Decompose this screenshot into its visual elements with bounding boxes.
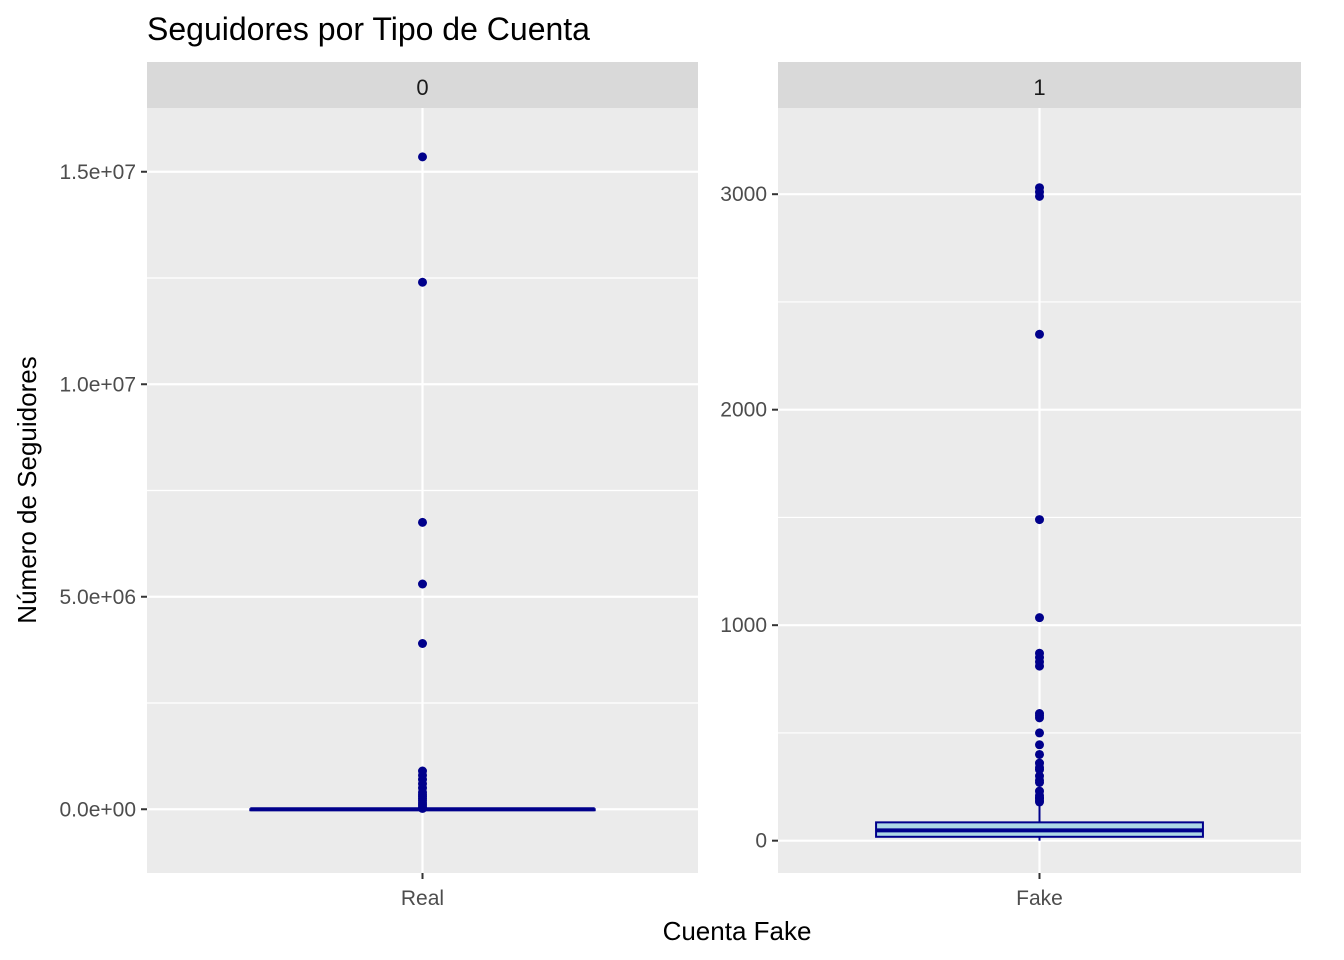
outlier-point [1035,661,1044,671]
y-axis-title: Número de Seguidores [12,356,42,623]
outlier-point [418,579,427,589]
outlier-point [1035,713,1044,723]
outlier-point [418,517,427,527]
facet-panel-1: 1 0 1000 2000 3000 Fake [720,62,1301,910]
outlier-point [1035,797,1044,807]
y-tick-label: 1.0e+07 [60,373,137,396]
x-tick-label: Real [401,887,444,910]
outlier-point [1035,728,1044,738]
outlier-point [1035,740,1044,750]
outlier-point [418,803,427,813]
facet-strip [778,62,1301,108]
outlier-point [418,277,427,287]
chart-title: Seguidores por Tipo de Cuenta [147,11,590,47]
x-axis-title: Cuenta Fake [663,916,812,946]
facet-strip [147,62,698,108]
y-tick-label: 0 [755,830,767,853]
outlier-point [1035,613,1044,623]
outlier-point [1035,777,1044,787]
y-tick-label: 2000 [720,399,767,422]
outlier-point [1035,191,1044,201]
facet-panels: 0 0.0e+00 5.0e+06 1.0e+07 1.5e+07 Real 1 0 1000 2… [60,62,1301,910]
outlier-point [418,152,427,162]
y-tick-label: 1000 [720,614,767,637]
y-tick-label: 1.5e+07 [60,161,137,184]
facet-strip-label: 1 [1033,75,1045,100]
y-tick-label: 5.0e+06 [60,586,137,609]
outlier-point [1035,765,1044,775]
x-tick-label: Fake [1016,887,1063,910]
outlier-point [1035,515,1044,525]
outlier-point [1035,749,1044,759]
outlier-point [1035,329,1044,339]
outlier-point [418,639,427,648]
facet-strip-label: 0 [416,75,428,100]
y-tick-label: 0.0e+00 [60,798,137,821]
facet-panel-0: 0 0.0e+00 5.0e+06 1.0e+07 1.5e+07 Real [60,62,698,910]
y-tick-label: 3000 [720,183,767,206]
